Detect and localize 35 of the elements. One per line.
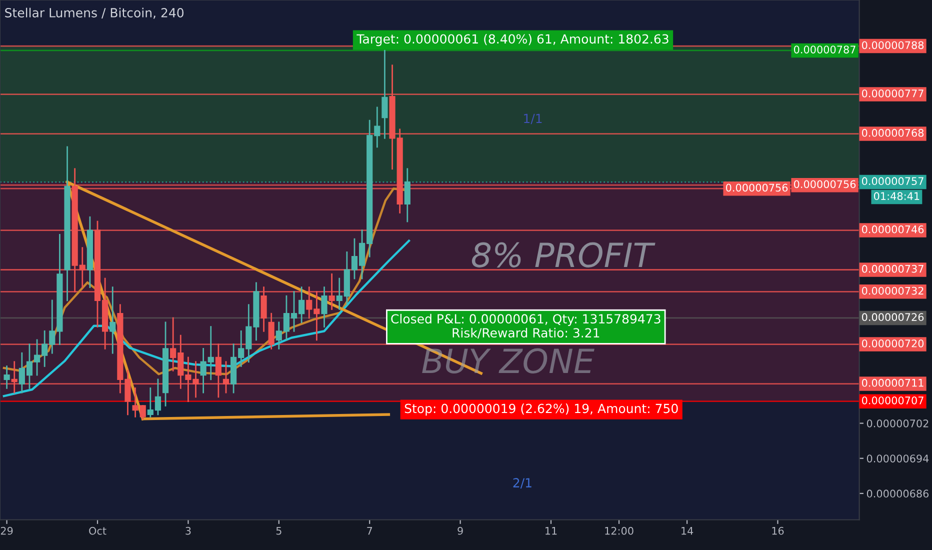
y-tick-label: 0.00000702 [866,419,928,428]
ref-line-label: 0.00000768 [862,128,924,137]
ref-line-label: 0.00000726 [862,313,924,322]
text: Stellar Lumens / Bitcoin, 240 [5,8,184,19]
ref-line-label: 0.00000732 [862,286,924,295]
x-tick-label: 7 [367,527,372,535]
x-tick-label: 29 [0,526,13,535]
y-tick-label: 0.00000686 [866,490,929,498]
annotation: Stop: 0.00000019 (2.62%) 19, Amount: 750 [404,404,678,416]
x-tick-label: 5 [276,527,282,535]
ref-line-label: 0.00000720 [862,339,924,348]
ref-line-label: 0.00000777 [862,89,924,98]
x-tick-label: 9 [458,526,463,535]
ref-line-label: 0.00000788 [862,41,924,50]
ref-line-label: 0.00000707 [862,396,924,404]
x-tick-label: 16 [772,526,784,535]
ref-line-label: 0.00000757 [862,177,924,186]
x-tick-label: 3 [186,526,191,535]
annotation: 8% PROFIT [472,242,656,268]
ref-line-label: 0.00000746 [862,225,924,234]
ref-line-label: 0.00000711 [862,378,924,387]
ref-line-label: 0.00000787 [794,46,856,54]
annotation: Target: 0.00000061 (8.40%) 61, Amount: 1802.63 [356,34,668,46]
text: 01:48:41 [874,192,920,200]
ref-line-label: 0.00000756 [726,184,788,192]
ref-line-label: 0.00000737 [862,264,924,273]
x-tick-label: 12:00 [605,526,634,535]
annotation: Closed P&L: 0.00000061, Qty: 1315789473 Risk/Reward Ratio: 3.21 [391,314,660,339]
y-tick-label: 0.00000694 [866,454,929,462]
x-tick-label: 11 [546,527,557,535]
annotation: 1/1 [524,114,542,124]
x-tick-label: 14 [682,527,694,535]
ref-line-label: 0.00000756 [794,180,856,188]
annotation: 2/1 [513,478,532,488]
x-tick-label: Oct [89,526,106,535]
